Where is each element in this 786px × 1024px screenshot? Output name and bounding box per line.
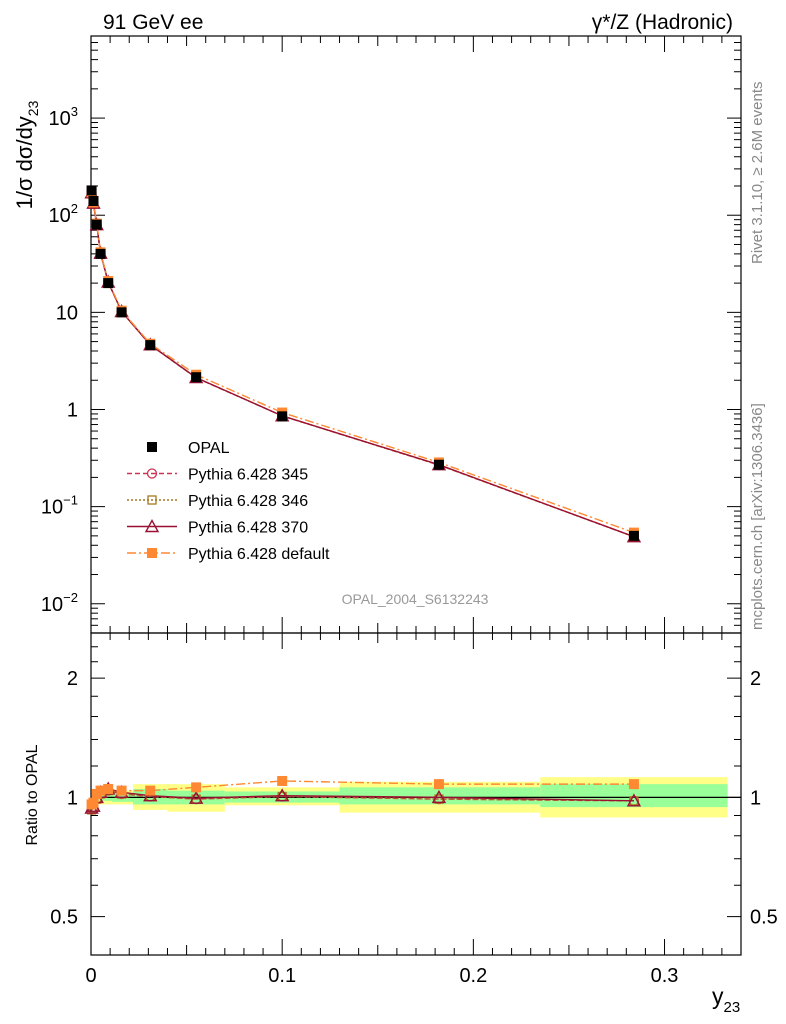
legend-label: Pythia 6.428 370 bbox=[188, 520, 308, 537]
ratio-data-point bbox=[433, 779, 444, 790]
main-ytick-label: 103 bbox=[49, 104, 78, 130]
main-ytick-label: 102 bbox=[49, 201, 78, 227]
legend-label: OPAL bbox=[188, 440, 230, 457]
x-axis-label-subscript: 23 bbox=[724, 999, 741, 1016]
main-ytick-label: 1 bbox=[67, 399, 78, 421]
ratio-data-point bbox=[277, 775, 288, 786]
main-data-point bbox=[103, 278, 114, 289]
ratio-data-point bbox=[191, 782, 202, 793]
legend-item: Pythia 6.428 345 bbox=[127, 467, 308, 484]
main-ylabel-text: 1/σ dσ/dy bbox=[12, 116, 37, 209]
legend-marker bbox=[146, 468, 158, 479]
ratio-data-point bbox=[103, 783, 114, 794]
x-tick-label: 0 bbox=[85, 965, 96, 987]
main-series-pythia-6-428-345 bbox=[86, 188, 640, 542]
ratio-data-point bbox=[116, 785, 127, 796]
main-ytick-label-exponent: −1 bbox=[63, 493, 78, 508]
ratio-data-point bbox=[145, 785, 156, 796]
ratio-data-point bbox=[628, 779, 639, 790]
main-data-point bbox=[433, 459, 444, 470]
x-tick-label: 0.1 bbox=[268, 965, 296, 987]
main-ytick-label-base: 1 bbox=[67, 399, 78, 421]
x-axis-label: y23 bbox=[712, 983, 740, 1016]
ratio-ytick-label-right: 2 bbox=[750, 668, 761, 690]
legend-marker bbox=[147, 495, 157, 505]
analysis-watermark: OPAL_2004_S6132243 bbox=[342, 591, 489, 607]
ratio-ylabel: Ratio to OPAL bbox=[24, 744, 41, 845]
main-series-line bbox=[90, 192, 635, 538]
header-right-title: γ*/Z (Hadronic) bbox=[592, 11, 733, 34]
main-ytick-label-base: 10 bbox=[41, 497, 63, 519]
ratio-data-point bbox=[188, 790, 204, 804]
main-ytick-label-base: 10 bbox=[41, 594, 63, 616]
ratio-series-pythia-6-428-default bbox=[86, 775, 639, 810]
ratio-data-point bbox=[626, 793, 642, 807]
main-series-pythia-6-428-default bbox=[86, 187, 639, 538]
main-data-point bbox=[191, 372, 202, 383]
main-frame bbox=[90, 35, 742, 634]
main-ytick-label-base: 10 bbox=[49, 108, 71, 130]
header-left-title: 91 GeV ee bbox=[103, 11, 203, 34]
legend-marker bbox=[144, 519, 160, 533]
legend-marker bbox=[147, 442, 157, 452]
main-series-line bbox=[90, 192, 635, 534]
legend-label: Pythia 6.428 345 bbox=[188, 467, 308, 484]
main-data-point bbox=[116, 307, 127, 318]
main-ytick-label-base: 10 bbox=[49, 205, 71, 227]
legend-item: OPAL bbox=[147, 440, 230, 457]
ratio-ytick-label-right: 0.5 bbox=[750, 907, 778, 929]
main-data-point bbox=[88, 196, 99, 207]
ratio-ytick-label-left: 0.5 bbox=[50, 907, 78, 929]
main-data-point bbox=[86, 185, 97, 196]
legend-item: Pythia 6.428 346 bbox=[127, 493, 308, 510]
main-data-point bbox=[277, 411, 288, 422]
main-ytick-label: 10 bbox=[56, 302, 78, 324]
main-data-point bbox=[95, 248, 106, 259]
x-tick-label: 0.3 bbox=[651, 965, 679, 987]
ratio-data-point bbox=[88, 797, 99, 808]
ratio-ytick-label-right: 1 bbox=[750, 787, 761, 809]
main-data-point bbox=[145, 340, 156, 351]
main-series-line bbox=[90, 193, 635, 538]
main-ytick-label-exponent: 2 bbox=[71, 201, 78, 216]
ratio-data-point bbox=[431, 789, 447, 804]
legend-item: Pythia 6.428 default bbox=[127, 546, 330, 563]
legend-item: Pythia 6.428 370 bbox=[127, 519, 308, 537]
ratio-ytick-label-left: 1 bbox=[67, 787, 78, 809]
ratio-data-point bbox=[274, 788, 290, 802]
main-data-point bbox=[628, 530, 639, 541]
legend: OPAL Pythia 6.428 345 Pythia 6.428 346 Pyth… bbox=[127, 440, 330, 563]
main-ylabel-subscript: 23 bbox=[25, 100, 41, 116]
main-ytick-label: 10−2 bbox=[41, 590, 78, 616]
main-ytick-label-base: 10 bbox=[56, 302, 78, 324]
main-ytick-label-exponent: 3 bbox=[71, 104, 78, 119]
main-ytick-label-exponent: −2 bbox=[63, 590, 78, 605]
mcplots-reference-label: mcplots.cern.ch [arXiv:1306.3436] bbox=[749, 403, 766, 630]
main-ylabel: 1/σ dσ/dy23 bbox=[12, 100, 41, 209]
main-data-point bbox=[91, 219, 102, 230]
main-ytick-label: 10−1 bbox=[41, 493, 78, 519]
main-series-line bbox=[90, 193, 635, 538]
main-series-opal bbox=[86, 185, 639, 541]
rivet-version-label: Rivet 3.1.10, ≥ 2.6M events bbox=[749, 82, 766, 265]
x-axis-label-text: y bbox=[712, 983, 724, 1009]
legend-label: Pythia 6.428 default bbox=[188, 546, 330, 563]
main-series-pythia-6-428-346 bbox=[86, 188, 639, 542]
x-tick-label: 0.2 bbox=[459, 965, 487, 987]
ratio-ytick-label-left: 2 bbox=[67, 668, 78, 690]
main-series-pythia-6-428-370 bbox=[84, 185, 642, 543]
legend-marker bbox=[147, 548, 157, 558]
legend-label: Pythia 6.428 346 bbox=[188, 493, 308, 510]
ratio-panel: 0 0.1 0.2 0.3 0.5 0.5 1 1 2 2 bbox=[50, 632, 778, 987]
